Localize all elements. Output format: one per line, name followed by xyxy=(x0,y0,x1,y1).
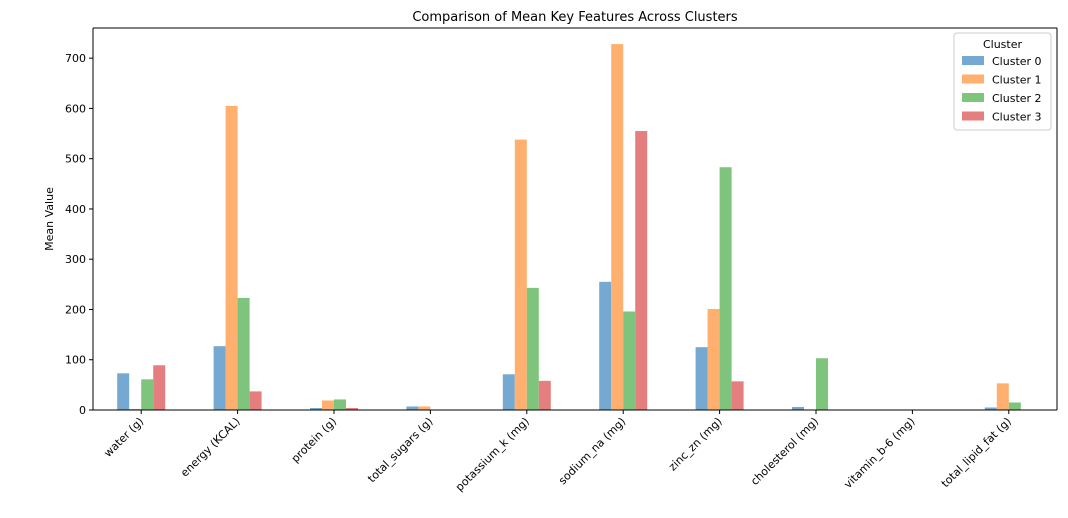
x-tick-label: sodium_na (mg) xyxy=(556,415,628,487)
bar-cluster-2-4 xyxy=(526,287,539,410)
x-tick-label: protein (g) xyxy=(289,415,339,465)
y-tick-label: 500 xyxy=(65,153,86,166)
bar-cluster-0-1 xyxy=(213,346,226,410)
bar-cluster-3-1 xyxy=(249,391,262,410)
y-tick-label: 0 xyxy=(79,404,86,417)
legend-label: Cluster 2 xyxy=(992,92,1042,105)
y-tick-label: 400 xyxy=(65,203,86,216)
bar-cluster-1-5 xyxy=(611,44,624,411)
bar-cluster-1-2 xyxy=(322,400,334,410)
legend-label: Cluster 0 xyxy=(992,55,1042,68)
y-tick-label: 300 xyxy=(65,253,86,266)
legend-swatch xyxy=(962,56,984,65)
bar-cluster-2-6 xyxy=(719,167,732,410)
chart-title: Comparison of Mean Key Features Across C… xyxy=(412,10,738,25)
bar-cluster-1-4 xyxy=(514,139,527,410)
x-tick-label: potassium_k (mg) xyxy=(453,415,532,494)
legend-swatch xyxy=(962,111,984,121)
bar-cluster-1-1 xyxy=(225,105,238,410)
bar-cluster-3-6 xyxy=(731,381,744,410)
x-tick-label: zinc_zn (mg) xyxy=(666,415,725,474)
bar-cluster-2-0 xyxy=(141,379,154,410)
bar-cluster-2-9 xyxy=(1008,402,1021,410)
bar-cluster-1-9 xyxy=(996,383,1009,410)
legend-label: Cluster 1 xyxy=(992,74,1042,87)
y-tick-label: 700 xyxy=(65,52,86,65)
legend-label: Cluster 3 xyxy=(992,111,1042,124)
x-tick-label: cholesterol (mg) xyxy=(748,415,821,488)
y-tick-label: 200 xyxy=(65,303,86,316)
legend-swatch xyxy=(962,93,984,102)
x-axis: water (g) energy (KCAL) protein (g) total_s… xyxy=(101,410,1014,494)
bar-cluster-1-3 xyxy=(418,406,431,410)
legend-title: Cluster xyxy=(983,38,1023,51)
y-axis: 0 100 200 300 400 500 600 700 xyxy=(65,52,93,417)
x-tick-label: vitamin_b-6 (mg) xyxy=(841,415,917,491)
bar-cluster-1-6 xyxy=(707,308,720,410)
legend: Cluster Cluster 0 Cluster 1 Cluster 2 Cluste… xyxy=(953,32,1052,131)
x-tick-label: water (g) xyxy=(101,415,146,460)
legend-swatch xyxy=(962,74,984,84)
y-tick-label: 600 xyxy=(65,102,86,115)
bar-cluster-0-6 xyxy=(695,347,708,410)
plot-area xyxy=(92,27,1058,411)
bar-cluster-0-3 xyxy=(406,406,419,410)
bar-cluster-3-4 xyxy=(538,380,551,410)
bar-cluster-0-0 xyxy=(117,373,130,410)
bar-cluster-3-5 xyxy=(635,131,648,410)
bar-cluster-1-0 xyxy=(129,408,142,410)
bar-cluster-3-2 xyxy=(346,407,358,410)
bar-cluster-0-5 xyxy=(599,281,612,410)
bar-cluster-0-7 xyxy=(792,406,804,410)
y-tick-label: 100 xyxy=(65,354,86,367)
bar-cluster-3-0 xyxy=(153,365,166,410)
bar-cluster-2-5 xyxy=(623,311,636,410)
bar-cluster-0-9 xyxy=(984,407,997,410)
bar-cluster-2-2 xyxy=(334,399,346,410)
y-axis-title: Mean Value xyxy=(43,187,56,251)
x-tick-label: total_lipid_fat (g) xyxy=(939,415,1014,490)
x-tick-label: total_sugars (g) xyxy=(365,415,435,485)
bar-cluster-0-4 xyxy=(502,374,515,410)
bar-cluster-2-1 xyxy=(237,297,250,410)
x-tick-label: energy (KCAL) xyxy=(178,415,243,480)
bar-cluster-0-2 xyxy=(310,407,322,410)
bar-cluster-2-7 xyxy=(816,358,828,410)
